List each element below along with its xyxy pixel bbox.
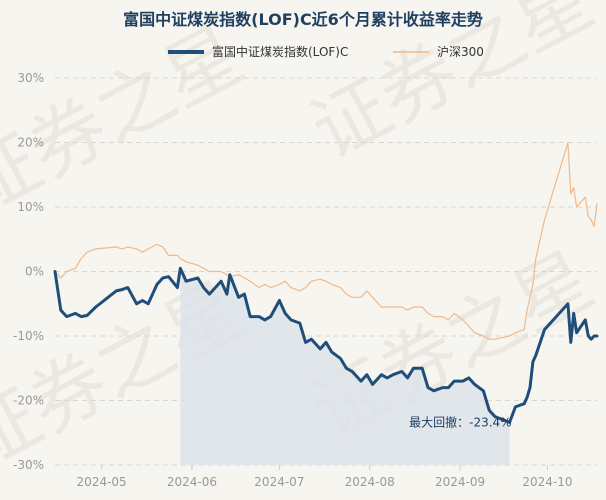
legend-label: 富国中证煤炭指数(LOF)C bbox=[212, 44, 348, 59]
max-drawdown-label: 最大回撤：-23.4% bbox=[409, 414, 511, 429]
y-tick-label: -10% bbox=[13, 329, 44, 343]
annotation: 最大回撤：-23.4% bbox=[409, 414, 511, 429]
watermark-text: 证券之星 bbox=[0, 10, 257, 231]
x-tick-label: 2024-06 bbox=[167, 475, 217, 489]
y-tick-label: 0% bbox=[25, 265, 44, 279]
y-tick-label: 10% bbox=[17, 200, 44, 214]
y-tick-label: 30% bbox=[17, 71, 44, 85]
y-axis-ticks: 30% 20% 10% 0% -10% -20% -30% bbox=[13, 71, 44, 472]
x-axis-ticks: 2024-05 2024-06 2024-07 2024-08 2024-09 2024-… bbox=[77, 465, 573, 489]
chart-title: 富国中证煤炭指数(LOF)C近6个月累计收益率走势 bbox=[123, 10, 483, 29]
series-line-fund bbox=[53, 266, 599, 424]
y-tick-label: -30% bbox=[13, 458, 44, 472]
x-tick-label: 2024-10 bbox=[522, 475, 572, 489]
legend: 富国中证煤炭指数(LOF)C 沪深300 bbox=[168, 44, 484, 59]
y-tick-label: 20% bbox=[17, 136, 44, 150]
legend-label: 沪深300 bbox=[437, 45, 484, 59]
x-tick-label: 2024-09 bbox=[435, 475, 485, 489]
y-tick-label: -20% bbox=[13, 394, 44, 408]
series-lines bbox=[53, 141, 599, 424]
x-tick-label: 2024-05 bbox=[77, 475, 127, 489]
x-tick-label: 2024-08 bbox=[345, 475, 395, 489]
series-line-csi300 bbox=[54, 141, 598, 340]
x-tick-label: 2024-07 bbox=[254, 475, 304, 489]
